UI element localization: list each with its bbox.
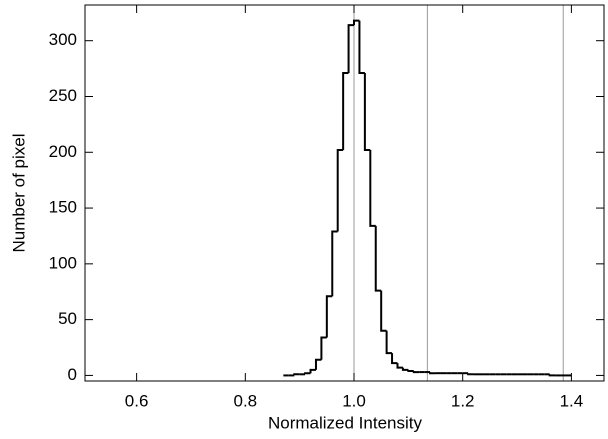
histogram-bin <box>336 149 344 232</box>
y-axis-label: Number of pixel <box>9 133 28 252</box>
y-tick-label: 150 <box>49 198 77 217</box>
histogram-bin <box>358 20 365 75</box>
histogram-bin <box>304 372 311 375</box>
y-tick-label: 0 <box>68 365 77 384</box>
x-tick-label: 1.2 <box>451 391 475 410</box>
histogram-bin <box>391 353 398 365</box>
plot-frame <box>84 4 605 382</box>
histogram-bin <box>380 290 387 332</box>
histogram-bin <box>293 373 300 376</box>
histogram-bin <box>374 225 382 292</box>
histogram-bin <box>548 374 556 377</box>
x-tick-label: 0.8 <box>233 391 257 410</box>
y-tick-label: 200 <box>49 142 77 161</box>
histogram-bin <box>347 24 355 74</box>
histogram-bin <box>385 330 393 355</box>
y-tick-label: 50 <box>58 309 77 328</box>
histogram-bin <box>342 72 349 151</box>
y-tick-label: 300 <box>49 30 77 49</box>
histogram-bin <box>320 336 327 360</box>
y-tick-label: 100 <box>49 253 77 272</box>
histogram-bin <box>407 369 414 372</box>
x-tick-label: 0.6 <box>125 391 149 410</box>
histogram-bin <box>363 73 371 152</box>
histogram-bin <box>369 150 376 227</box>
x-tick-label: 1.0 <box>342 391 366 410</box>
histogram-bin <box>331 230 338 297</box>
histogram-bin <box>467 373 474 376</box>
histogram-bin <box>429 372 436 375</box>
histogram-bin <box>309 368 316 374</box>
histogram-bin <box>353 19 360 26</box>
histogram-bin <box>396 363 403 369</box>
histogram-bin <box>401 367 409 371</box>
histogram-bin <box>314 358 322 370</box>
y-tick-label: 250 <box>49 86 77 105</box>
x-tick-label: 1.4 <box>560 391 584 410</box>
histogram-bin <box>325 295 333 338</box>
x-axis-label: Normalized Intensity <box>268 413 423 432</box>
histogram-bin <box>412 370 420 374</box>
